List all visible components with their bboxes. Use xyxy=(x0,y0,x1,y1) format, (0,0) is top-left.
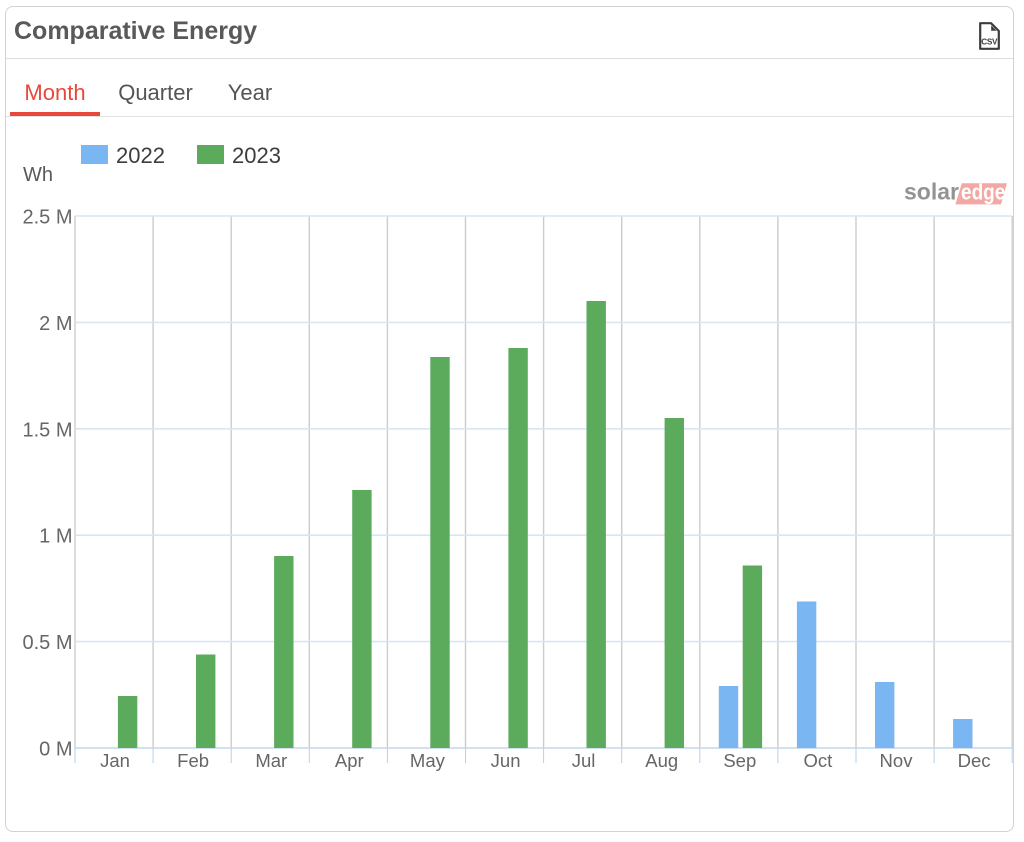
svg-text:1 M: 1 M xyxy=(39,526,72,548)
svg-text:Feb: Feb xyxy=(177,750,209,771)
svg-text:0 M: 0 M xyxy=(39,739,72,761)
svg-text:Jun: Jun xyxy=(491,750,521,771)
svg-text:2 M: 2 M xyxy=(39,313,72,335)
svg-text:edge: edge xyxy=(961,182,1005,205)
svg-text:Jan: Jan xyxy=(100,750,130,771)
svg-text:Sep: Sep xyxy=(723,750,756,771)
svg-text:Dec: Dec xyxy=(958,750,991,771)
svg-text:Aug: Aug xyxy=(645,750,678,771)
svg-text:CSV: CSV xyxy=(981,38,998,47)
svg-text:solar: solar xyxy=(904,182,959,205)
svg-text:0.5 M: 0.5 M xyxy=(22,632,72,654)
svg-text:Oct: Oct xyxy=(804,750,833,771)
svg-text:Jul: Jul xyxy=(572,750,596,771)
svg-text:Apr: Apr xyxy=(335,750,364,771)
svg-text:2.5 M: 2.5 M xyxy=(22,207,72,229)
svg-text:May: May xyxy=(410,750,446,771)
svg-text:1.5 M: 1.5 M xyxy=(22,419,72,441)
svg-text:Nov: Nov xyxy=(880,750,914,771)
svg-text:Mar: Mar xyxy=(255,750,287,771)
